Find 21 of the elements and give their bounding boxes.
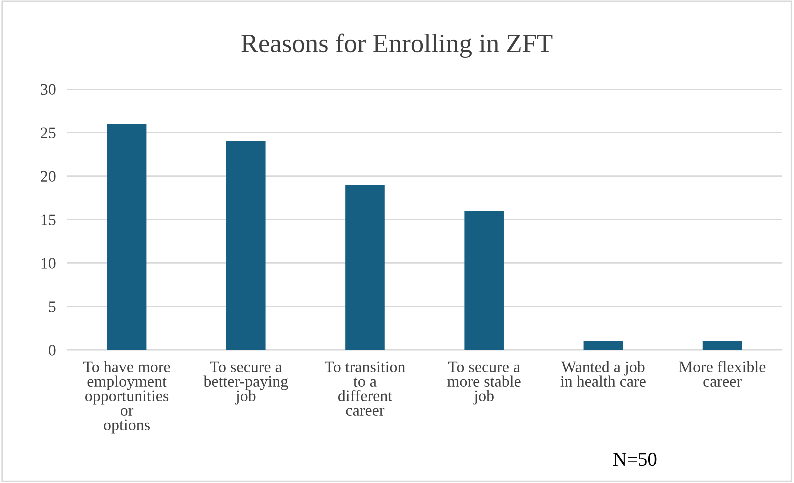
x-tick-label: To secure a better-paying job bbox=[204, 362, 288, 405]
y-tick-label: 30 bbox=[41, 84, 56, 96]
y-tick-label: 15 bbox=[42, 214, 56, 226]
x-tick-label: To secure a more stable job bbox=[448, 362, 521, 405]
y-tick-label: 10 bbox=[42, 258, 56, 269]
y-tick-label: 25 bbox=[41, 128, 56, 139]
bar bbox=[107, 124, 147, 350]
bar bbox=[464, 211, 504, 350]
x-tick-label: To have more employment opportunities or options bbox=[84, 361, 170, 434]
text: N=50 bbox=[614, 453, 657, 466]
bar bbox=[702, 341, 742, 350]
x-tick-label: More flexible career bbox=[679, 361, 766, 388]
y-tick-label: 0 bbox=[49, 345, 56, 356]
bar bbox=[226, 142, 266, 350]
chart-title: Reasons for Enrolling in ZFT bbox=[242, 34, 553, 58]
x-tick-label: Wanted a job in health care bbox=[560, 361, 646, 388]
x-tick-label: To transition to a different career bbox=[325, 362, 406, 416]
y-tick-label: 20 bbox=[41, 171, 56, 182]
bar bbox=[584, 341, 624, 350]
y-tick-label: 5 bbox=[49, 302, 56, 312]
bar bbox=[346, 184, 385, 350]
